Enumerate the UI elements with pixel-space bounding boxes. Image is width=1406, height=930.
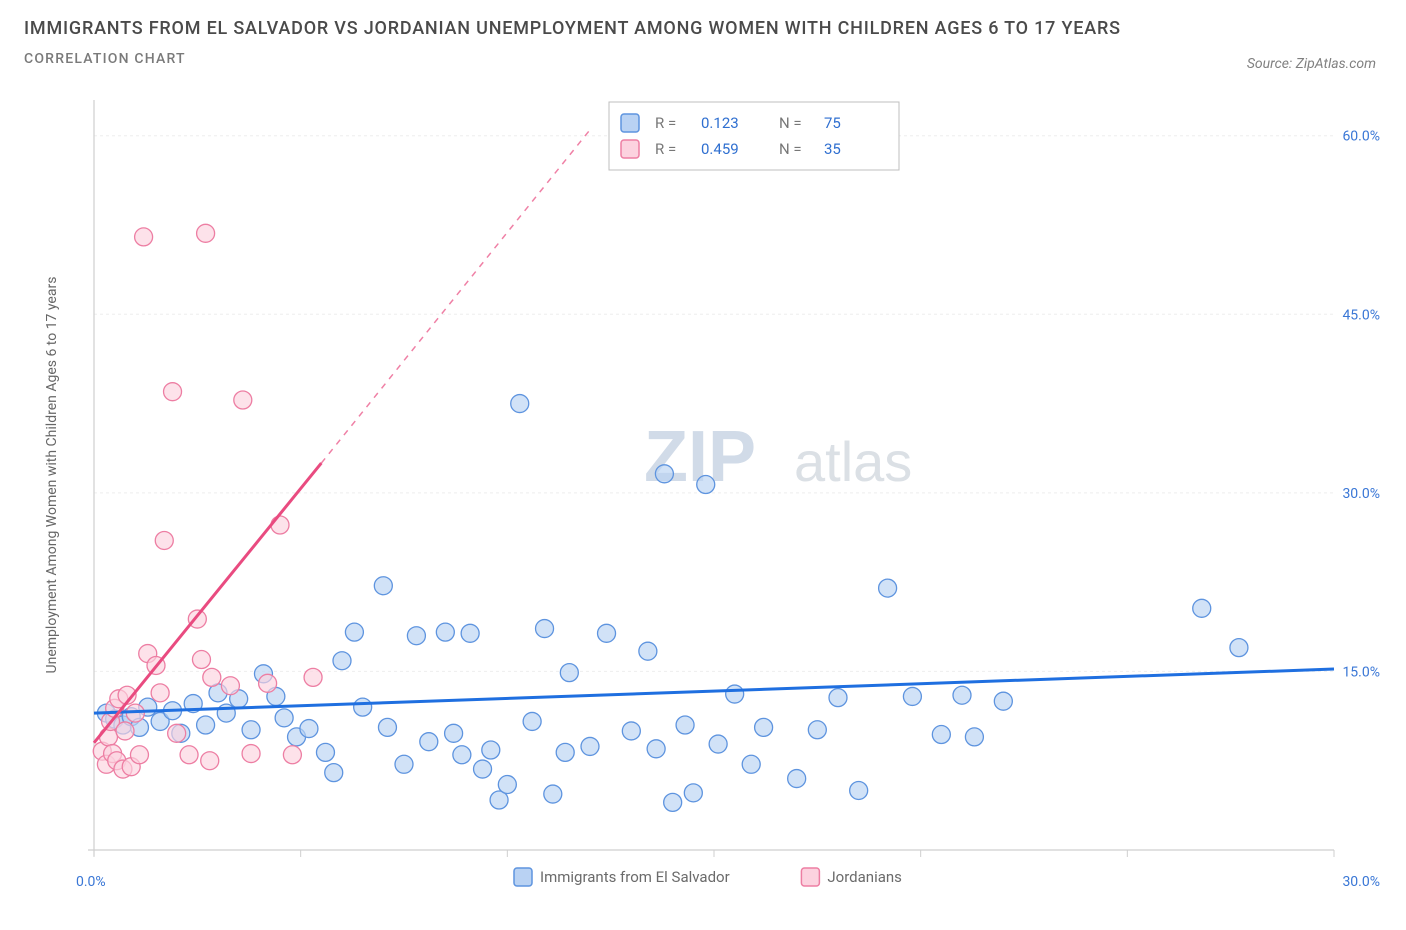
legend-bottom: Immigrants from El Salvador Jordanians <box>514 868 902 886</box>
legend-n-value: 75 <box>824 114 841 132</box>
y-axis-label: Unemployment Among Women with Children A… <box>44 277 60 674</box>
legend-swatch <box>801 868 819 886</box>
x-tick-label: 0.0% <box>76 874 106 890</box>
source-label: Source: ZipAtlas.com <box>1247 56 1376 72</box>
chart-subtitle: CORRELATION CHART <box>24 51 1382 67</box>
legend-swatch <box>514 868 532 886</box>
y-tick-label: 60.0% <box>1342 129 1380 145</box>
legend-r-value: 0.459 <box>701 140 739 158</box>
correlation-chart: ZIPatlasUnemployment Among Women with Ch… <box>24 90 1382 910</box>
x-tick-label: 30.0% <box>1342 874 1380 890</box>
chart-container: ZIPatlasUnemployment Among Women with Ch… <box>24 90 1382 910</box>
svg-text:R =: R = <box>655 114 676 132</box>
legend-series-label: Jordanians <box>827 868 902 886</box>
svg-text:N =: N = <box>779 114 802 132</box>
svg-text:N =: N = <box>779 140 802 158</box>
legend-r-value: 0.123 <box>701 114 739 132</box>
legend-top: R = 0.123 N = 75 R = 0.459 N = 35 <box>609 102 899 170</box>
y-tick-label: 30.0% <box>1342 486 1380 502</box>
legend-swatch <box>621 114 639 132</box>
legend-n-value: 35 <box>824 140 841 158</box>
svg-text:R =: R = <box>655 140 676 158</box>
watermark-atlas: atlas <box>794 430 912 493</box>
y-tick-label: 15.0% <box>1342 664 1380 680</box>
legend-series-label: Immigrants from El Salvador <box>540 868 730 886</box>
legend-swatch <box>621 140 639 158</box>
chart-title: IMMIGRANTS FROM EL SALVADOR VS JORDANIAN… <box>24 18 1382 39</box>
y-tick-label: 45.0% <box>1342 307 1380 323</box>
